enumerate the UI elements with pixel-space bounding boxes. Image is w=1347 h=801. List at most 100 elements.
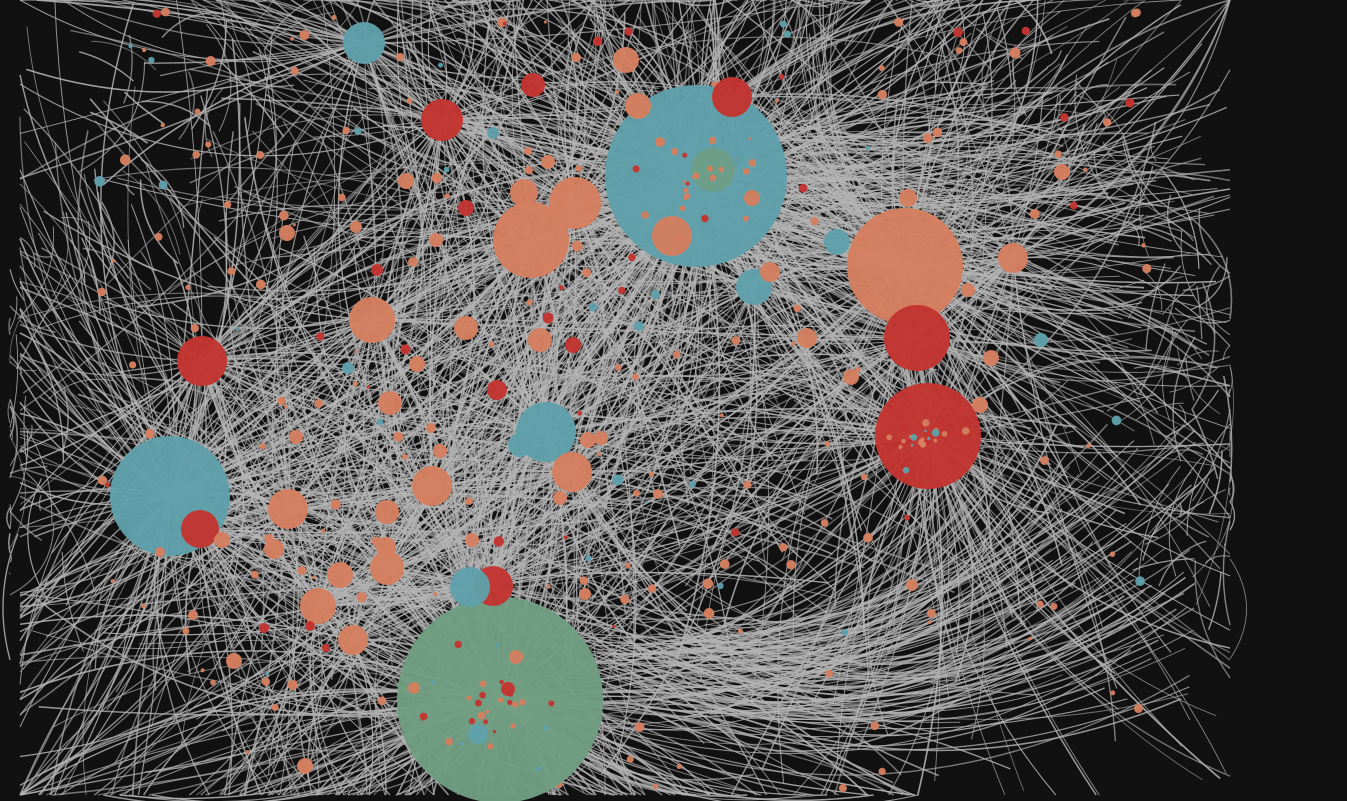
graph-node[interactable]	[479, 680, 487, 688]
graph-node[interactable]	[377, 696, 387, 706]
graph-node[interactable]	[290, 36, 295, 41]
graph-node[interactable]	[177, 336, 227, 386]
graph-node[interactable]	[327, 562, 353, 588]
graph-node[interactable]	[342, 362, 354, 374]
graph-node[interactable]	[487, 380, 507, 400]
graph-node[interactable]	[524, 166, 534, 175]
graph-node[interactable]	[297, 758, 313, 774]
graph-node[interactable]	[1130, 9, 1140, 18]
graph-node[interactable]	[205, 55, 216, 67]
graph-node[interactable]	[779, 20, 787, 28]
graph-node[interactable]	[331, 14, 337, 20]
graph-node[interactable]	[847, 208, 963, 324]
graph-node[interactable]	[652, 783, 659, 790]
graph-node[interactable]	[653, 489, 663, 499]
graph-node[interactable]	[542, 312, 554, 324]
graph-node[interactable]	[155, 547, 165, 557]
graph-node[interactable]	[1083, 167, 1088, 172]
graph-node[interactable]	[931, 402, 935, 406]
graph-node[interactable]	[277, 396, 286, 406]
graph-node[interactable]	[626, 755, 634, 763]
graph-node[interactable]	[375, 500, 399, 524]
graph-node[interactable]	[468, 724, 488, 744]
graph-node[interactable]	[927, 436, 931, 441]
graph-node[interactable]	[511, 701, 519, 708]
graph-node[interactable]	[688, 480, 696, 488]
graph-node[interactable]	[575, 165, 583, 172]
graph-node[interactable]	[904, 514, 910, 521]
graph-node[interactable]	[487, 743, 494, 750]
graph-node[interactable]	[223, 200, 232, 209]
graph-node[interactable]	[820, 519, 829, 527]
graph-node[interactable]	[647, 584, 657, 593]
graph-node[interactable]	[682, 180, 686, 184]
graph-node[interactable]	[214, 532, 230, 548]
graph-node[interactable]	[279, 210, 289, 221]
graph-node[interactable]	[703, 608, 715, 619]
graph-node[interactable]	[718, 166, 725, 173]
graph-node[interactable]	[552, 452, 592, 492]
graph-node[interactable]	[742, 215, 749, 222]
graph-node[interactable]	[683, 187, 689, 193]
graph-node[interactable]	[495, 643, 500, 648]
graph-node[interactable]	[287, 679, 298, 690]
graph-node[interactable]	[479, 691, 486, 699]
graph-node[interactable]	[185, 284, 191, 291]
graph-node[interactable]	[129, 361, 137, 369]
graph-node[interactable]	[474, 699, 482, 707]
graph-node[interactable]	[402, 454, 408, 460]
graph-node[interactable]	[182, 627, 190, 635]
graph-node[interactable]	[712, 77, 752, 117]
graph-node[interactable]	[541, 155, 555, 169]
graph-node[interactable]	[652, 216, 692, 256]
graph-node[interactable]	[94, 175, 105, 187]
graph-node[interactable]	[633, 321, 644, 332]
graph-node[interactable]	[744, 190, 760, 206]
graph-node[interactable]	[645, 501, 649, 505]
graph-node[interactable]	[565, 337, 581, 353]
graph-node[interactable]	[488, 341, 495, 347]
graph-node[interactable]	[483, 719, 489, 725]
graph-node[interactable]	[742, 167, 750, 175]
graph-node[interactable]	[542, 725, 549, 731]
graph-node[interactable]	[376, 418, 384, 426]
graph-node[interactable]	[526, 299, 533, 306]
graph-node[interactable]	[412, 466, 452, 506]
graph-node[interactable]	[563, 535, 568, 540]
graph-node[interactable]	[612, 624, 616, 629]
graph-node[interactable]	[128, 43, 133, 49]
graph-node[interactable]	[870, 721, 879, 731]
graph-node[interactable]	[510, 179, 538, 207]
graph-node[interactable]	[406, 97, 413, 104]
graph-node[interactable]	[445, 737, 453, 746]
graph-node[interactable]	[824, 229, 850, 255]
graph-node[interactable]	[961, 427, 970, 435]
graph-node[interactable]	[546, 584, 551, 589]
graph-node[interactable]	[350, 221, 362, 233]
graph-node[interactable]	[250, 570, 259, 579]
graph-node[interactable]	[194, 108, 201, 115]
graph-node[interactable]	[731, 336, 741, 345]
graph-node[interactable]	[158, 180, 168, 190]
graph-node[interactable]	[793, 304, 801, 313]
graph-node[interactable]	[289, 430, 303, 444]
graph-node[interactable]	[284, 404, 288, 409]
graph-node[interactable]	[655, 137, 665, 147]
graph-node[interactable]	[748, 137, 752, 140]
graph-node[interactable]	[901, 438, 906, 444]
graph-node[interactable]	[354, 350, 359, 354]
graph-node[interactable]	[810, 216, 819, 226]
graph-node[interactable]	[922, 419, 930, 427]
graph-node[interactable]	[1109, 551, 1116, 557]
graph-node[interactable]	[941, 430, 948, 437]
graph-node[interactable]	[932, 127, 943, 138]
graph-node[interactable]	[426, 423, 436, 433]
graph-node[interactable]	[878, 65, 885, 72]
graph-node[interactable]	[553, 491, 567, 505]
graph-node[interactable]	[297, 566, 307, 575]
graph-node[interactable]	[838, 784, 847, 793]
graph-node[interactable]	[1050, 602, 1058, 610]
graph-node[interactable]	[582, 268, 592, 278]
graph-node[interactable]	[748, 159, 757, 167]
